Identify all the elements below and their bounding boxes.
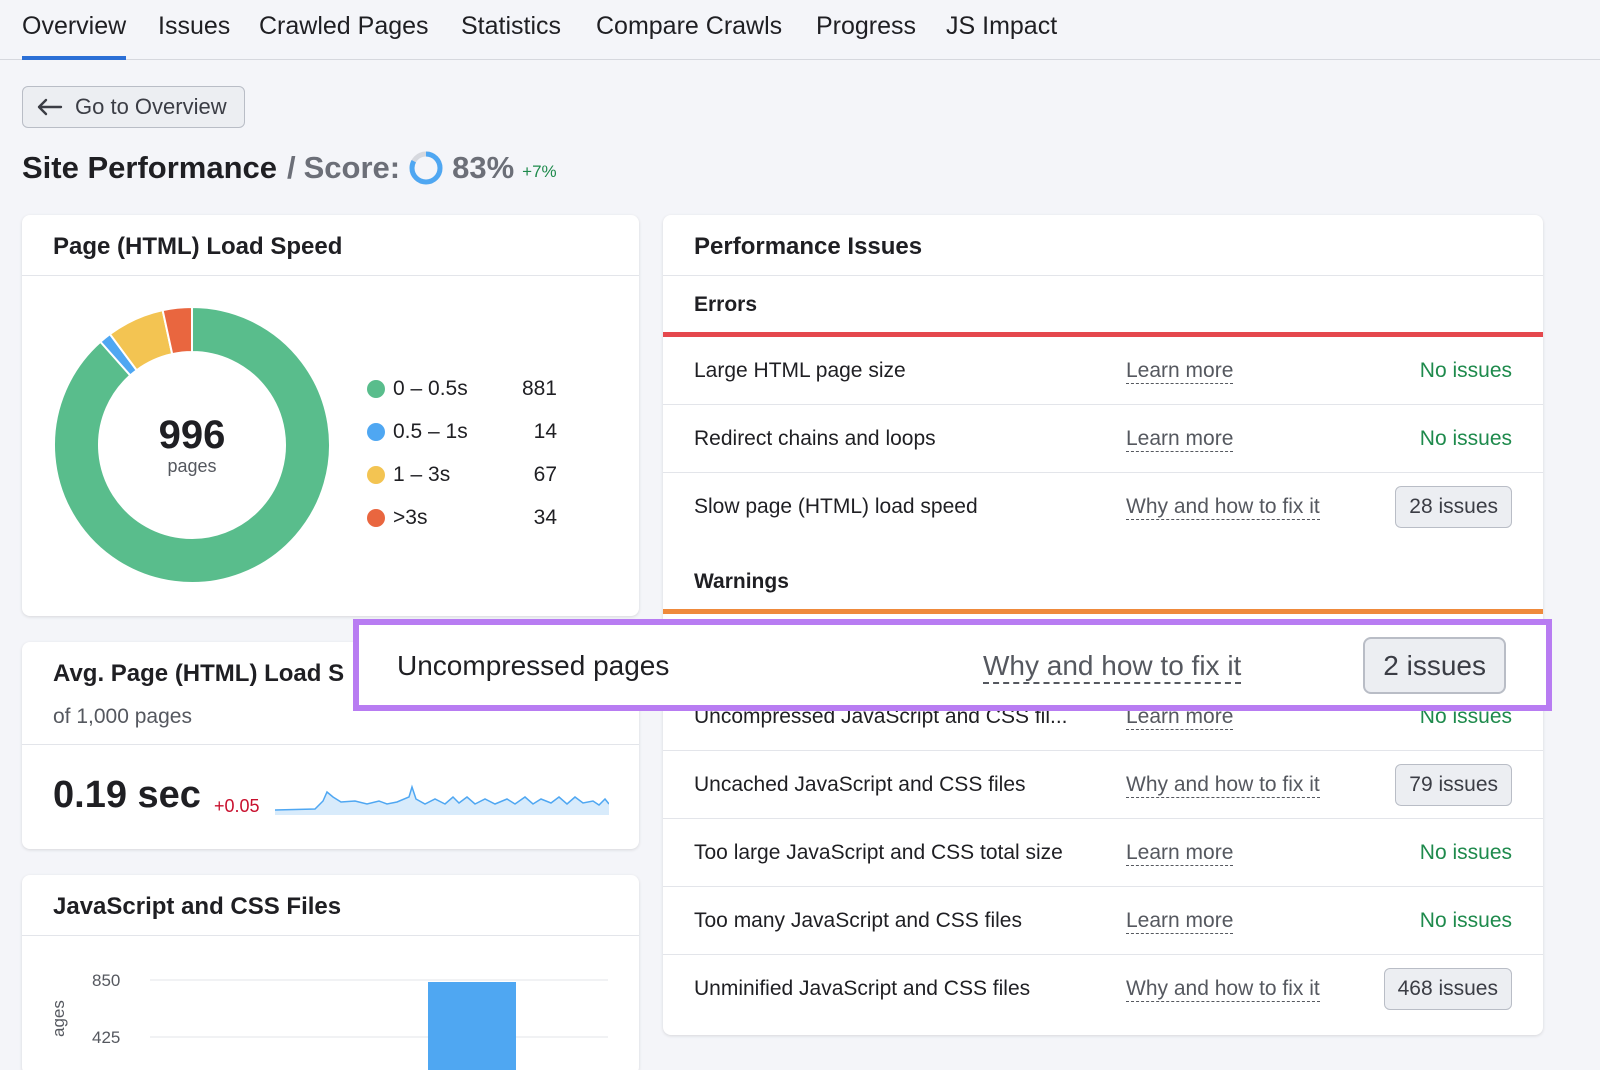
score-value: 83% <box>452 150 515 185</box>
tab-overview[interactable]: Overview <box>22 12 127 60</box>
highlighted-issue-name: Uncompressed pages <box>397 650 670 681</box>
arrow-left-icon <box>37 98 63 116</box>
load-speed-donut-chart <box>53 305 331 584</box>
legend-item[interactable]: 0.5 – 1s 14 <box>367 410 557 453</box>
legend-dot <box>367 379 385 398</box>
legend-value: 67 <box>533 462 557 486</box>
site-performance-title: Site Performance <box>22 150 277 185</box>
sparkline-line <box>275 784 609 811</box>
learn-more-link[interactable]: Learn more <box>1126 427 1234 452</box>
go-to-overview-button[interactable]: Go to Overview <box>22 86 245 128</box>
legend-item[interactable]: 1 – 3s 67 <box>367 453 557 496</box>
js-css-files-title: JavaScript and CSS Files <box>53 893 342 920</box>
legend-label: 0.5 – 1s <box>393 419 468 443</box>
load-speed-legend: 0 – 0.5s 881 0.5 – 1s 14 1 – 3s 67 >3s 34 <box>367 367 557 539</box>
warnings-label: Warnings <box>694 570 789 593</box>
issue-row: Redirect chains and loops Learn more No … <box>663 405 1543 473</box>
issues-count-button[interactable]: 79 issues <box>1395 764 1512 806</box>
issues-count-button[interactable]: 28 issues <box>1395 486 1512 528</box>
issue-name: Redirect chains and loops <box>694 427 936 450</box>
legend-value: 881 <box>521 376 557 400</box>
legend-value: 14 <box>533 419 557 443</box>
issue-row: Uncached JavaScript and CSS files Why an… <box>663 751 1543 819</box>
avg-load-sparkline <box>275 784 609 815</box>
legend-dot <box>367 508 385 527</box>
fix-it-link[interactable]: Why and how to fix it <box>1126 773 1320 798</box>
issue-name: Too many JavaScript and CSS files <box>694 909 1022 932</box>
performance-issues-title: Performance Issues <box>694 233 923 260</box>
page-title: Site Performance / Score: 83% +7% <box>22 150 557 186</box>
issue-row: Large HTML page size Learn more No issue… <box>663 337 1543 405</box>
fix-it-link[interactable]: Why and how to fix it <box>1126 977 1320 1002</box>
tab-js-impact[interactable]: JS Impact <box>946 12 1058 40</box>
tab-issues[interactable]: Issues <box>158 12 231 40</box>
highlighted-issue-row: Uncompressed pages Why and how to fix it… <box>353 619 1552 711</box>
issue-row: Slow page (HTML) load speed Why and how … <box>663 473 1543 541</box>
errors-label: Errors <box>694 293 758 316</box>
score-delta: +7% <box>522 162 557 181</box>
legend-value: 34 <box>533 505 557 529</box>
load-speed-card: Page (HTML) Load Speed 996 pages 0 – 0.5… <box>22 215 639 616</box>
go-to-overview-label: Go to Overview <box>75 94 227 119</box>
issue-name: Slow page (HTML) load speed <box>694 495 978 518</box>
donut-slice[interactable] <box>161 305 193 356</box>
avg-load-title: Avg. Page (HTML) Load S <box>53 660 345 687</box>
avg-load-subtitle: of 1,000 pages <box>53 705 192 728</box>
learn-more-link[interactable]: Learn more <box>1126 359 1234 384</box>
issue-row: Too many JavaScript and CSS files Learn … <box>663 887 1543 955</box>
tab-progress[interactable]: Progress <box>816 12 917 40</box>
errors-bar <box>663 332 1543 337</box>
legend-dot <box>367 465 385 484</box>
tab-compare-crawls[interactable]: Compare Crawls <box>596 12 783 40</box>
load-speed-title: Page (HTML) Load Speed <box>53 233 343 260</box>
legend-dot <box>367 422 385 441</box>
issue-name: Too large JavaScript and CSS total size <box>694 841 1063 864</box>
avg-load-value: 0.19 sec <box>53 774 201 816</box>
issues-count-button[interactable]: 468 issues <box>1383 968 1512 1010</box>
legend-label: >3s <box>393 505 428 529</box>
issue-name: Uncached JavaScript and CSS files <box>694 773 1026 796</box>
score-ring-icon <box>409 151 443 185</box>
y-tick-label: 850 <box>92 971 120 990</box>
y-tick-label: 425 <box>92 1028 120 1047</box>
bar <box>428 982 516 1070</box>
legend-label: 1 – 3s <box>393 462 451 486</box>
total-pages: 996 <box>158 412 226 457</box>
learn-more-link[interactable]: Learn more <box>1126 909 1234 934</box>
issue-name: Unminified JavaScript and CSS files <box>694 977 1031 1000</box>
fix-it-link[interactable]: Why and how to fix it <box>1126 495 1320 520</box>
legend-item[interactable]: >3s 34 <box>367 496 557 539</box>
total-pages-label: pages <box>167 455 217 476</box>
tab-bar: Overview Issues Crawled Pages Statistics… <box>0 0 1600 60</box>
divider <box>22 744 639 745</box>
warnings-bar <box>663 609 1543 614</box>
issue-status: No issues <box>1419 427 1512 450</box>
issue-name: Large HTML page size <box>694 359 906 382</box>
divider <box>22 275 639 276</box>
js-css-files-card: JavaScript and CSS Files ages 850 425 <box>22 875 639 1070</box>
tab-statistics[interactable]: Statistics <box>461 12 562 40</box>
divider <box>22 935 639 936</box>
divider <box>663 275 1543 276</box>
donut-center: 996 pages <box>52 305 332 585</box>
score-label: Score: <box>303 150 401 185</box>
issue-status: No issues <box>1419 841 1512 864</box>
sparkline-area <box>275 787 609 815</box>
highlighted-issues-count-button[interactable]: 2 issues <box>1363 637 1506 694</box>
avg-load-change: +0.05 <box>214 796 260 816</box>
tab-crawled-pages[interactable]: Crawled Pages <box>259 12 429 40</box>
legend-label: 0 – 0.5s <box>393 376 468 400</box>
issue-row: Unminified JavaScript and CSS files Why … <box>663 955 1543 1023</box>
learn-more-link[interactable]: Learn more <box>1126 841 1234 866</box>
issue-status: No issues <box>1419 359 1512 382</box>
legend-item[interactable]: 0 – 0.5s 881 <box>367 367 557 410</box>
y-axis-label: ages <box>52 1000 68 1037</box>
issue-status: No issues <box>1419 909 1512 932</box>
highlighted-fix-it-link[interactable]: Why and how to fix it <box>983 650 1242 684</box>
title-separator: / <box>287 150 296 185</box>
avg-load-speed-card: Avg. Page (HTML) Load S of 1,000 pages 0… <box>22 642 639 849</box>
donut-slice[interactable] <box>53 305 331 584</box>
js-css-files-chart: ages 850 425 <box>52 971 608 1070</box>
issue-row: Too large JavaScript and CSS total size … <box>663 819 1543 887</box>
